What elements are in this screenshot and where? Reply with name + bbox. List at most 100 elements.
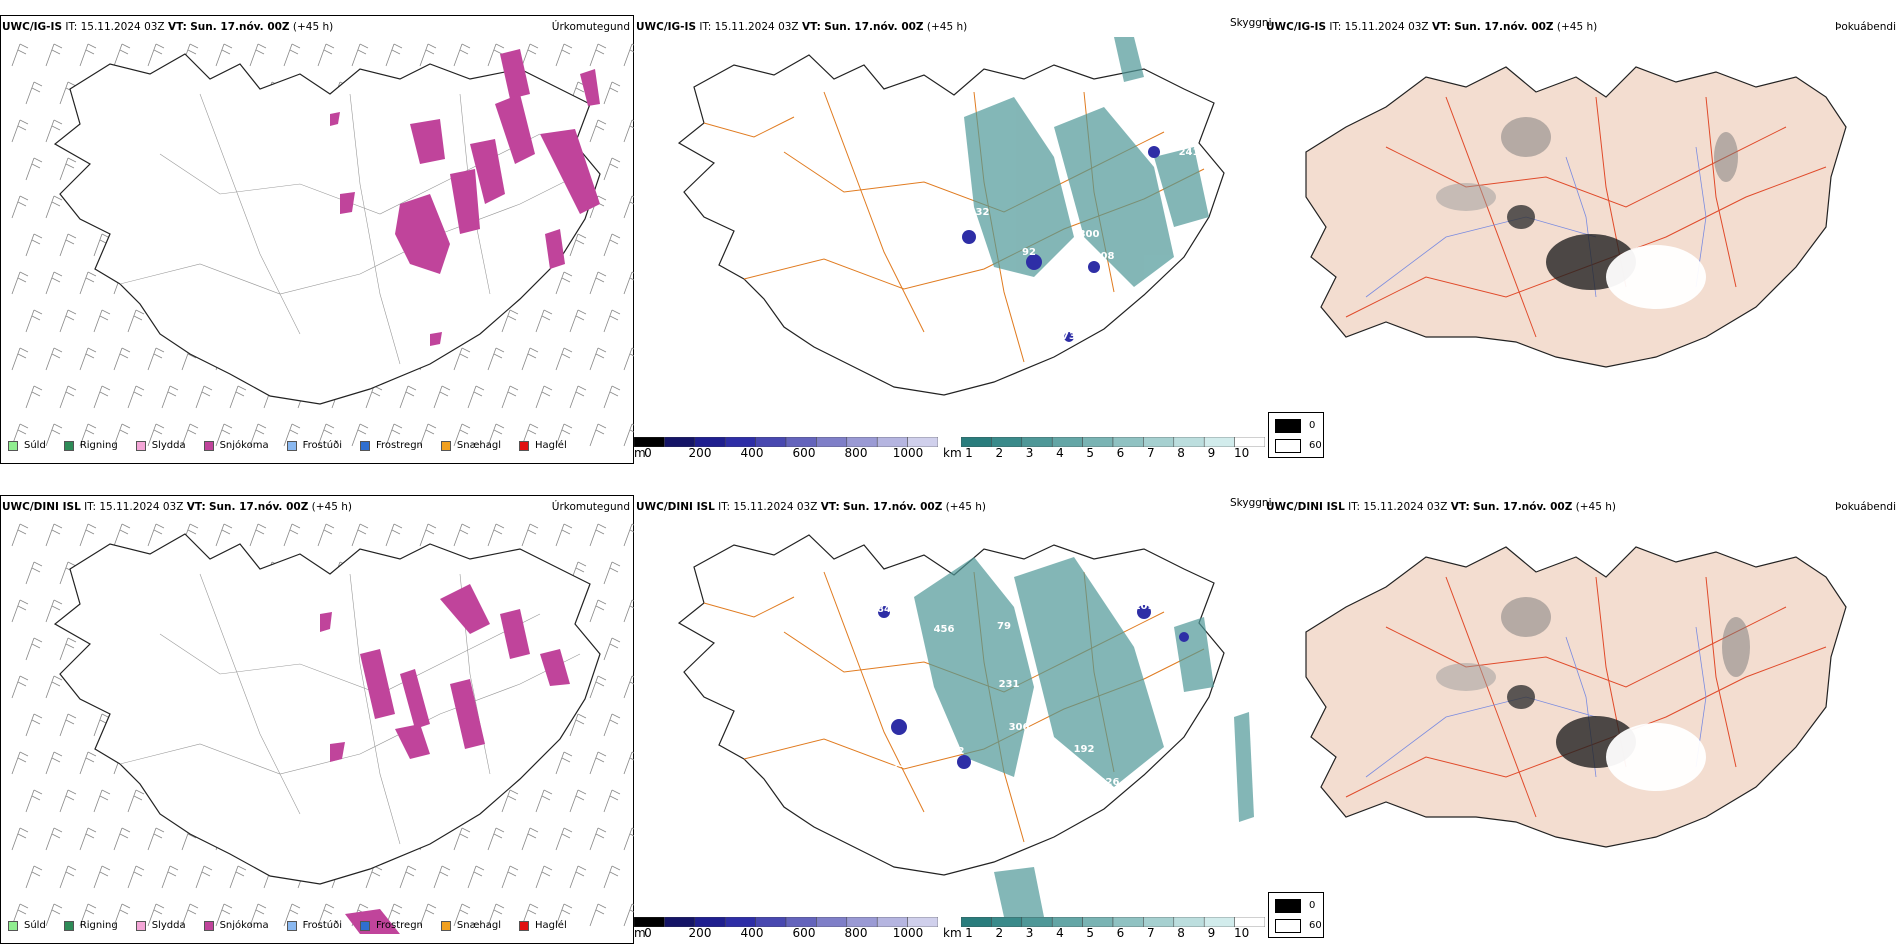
wind-barb bbox=[59, 789, 77, 813]
wind-barb bbox=[521, 347, 539, 371]
wind-barb bbox=[161, 385, 179, 409]
wind-barb bbox=[603, 789, 621, 813]
wind-barb bbox=[113, 347, 131, 371]
wind-barb bbox=[555, 423, 573, 447]
vt-value: Sun. 17.nóv. 00Z bbox=[1473, 501, 1573, 513]
colorbar-tick-label: 1000 bbox=[892, 926, 924, 940]
wind-barb bbox=[79, 271, 97, 295]
wind-barb bbox=[555, 827, 573, 851]
wind-barb bbox=[487, 903, 505, 927]
wind-barb bbox=[113, 827, 131, 851]
lead-time: (+45 h) bbox=[1575, 501, 1617, 513]
fog-panel-top: UWC/IG-IS IT: 15.11.2024 03Z VT: Sun. 17… bbox=[1266, 12, 1900, 464]
wind-barb bbox=[249, 523, 267, 547]
wind-barb bbox=[521, 43, 539, 67]
wind-barb bbox=[487, 523, 505, 547]
wind-barb bbox=[93, 865, 111, 889]
wind-barb bbox=[113, 523, 131, 547]
precip-legend-label: Súld bbox=[24, 440, 46, 451]
fog-areas bbox=[1436, 117, 1738, 309]
field-name: Skyggni bbox=[1230, 17, 1272, 29]
colorbar-tick-label: 1000 bbox=[892, 446, 924, 460]
cloud-base-labels: 58 204 132 104 164 92 300 208 271 241 73 bbox=[879, 134, 1200, 342]
map-header: UWC/IG-IS IT: 15.11.2024 03Z VT: Sun. 17… bbox=[2, 21, 333, 34]
precip-legend-item: Frostregn bbox=[360, 440, 423, 451]
cloud-base-label: 104 bbox=[924, 239, 945, 250]
wind-barb bbox=[249, 43, 267, 67]
precip-legend-item: Frostúði bbox=[286, 920, 342, 931]
wind-barb bbox=[45, 347, 63, 371]
wind-barb bbox=[521, 827, 539, 851]
wind-barb bbox=[623, 119, 634, 143]
colorbar-tick-label: 400 bbox=[740, 926, 764, 940]
wind-barb bbox=[11, 271, 29, 295]
precip-legend-label: Slydda bbox=[151, 440, 186, 451]
wind-barb bbox=[623, 195, 634, 219]
cloud-base-unit: m bbox=[634, 446, 646, 460]
wind-barb bbox=[181, 903, 199, 927]
wind-barb bbox=[147, 347, 165, 371]
colorbar-tick-label: 4 bbox=[1056, 446, 1064, 460]
cloud-base-label: 222 bbox=[944, 746, 965, 757]
cloud-base-label: 191 bbox=[984, 771, 1005, 782]
wind-barb bbox=[419, 423, 437, 447]
wind-barb bbox=[113, 43, 131, 67]
fog-legend-swatch-60 bbox=[1275, 919, 1301, 933]
wind-barb bbox=[161, 865, 179, 889]
cloud-base-label: 84 bbox=[877, 604, 891, 615]
precip-legend-swatch bbox=[135, 440, 146, 451]
wind-barb bbox=[45, 195, 63, 219]
wind-barb bbox=[59, 713, 77, 737]
colorbar-segment bbox=[816, 917, 848, 927]
cloud-base-label: 108 bbox=[1044, 771, 1065, 782]
wind-barb bbox=[535, 309, 553, 333]
wind-barb bbox=[11, 43, 29, 67]
precip-legend-item: Súld bbox=[8, 440, 46, 451]
wind-barb bbox=[589, 751, 607, 775]
vt-label: VT: bbox=[820, 501, 840, 513]
precip-legend-label: Snæhagl bbox=[456, 440, 502, 451]
low-cloud-patches bbox=[878, 605, 1189, 769]
wind-barb bbox=[433, 385, 451, 409]
wind-barb bbox=[589, 43, 607, 67]
cloud-map: 58 204 132 104 164 92 300 208 271 241 73 bbox=[677, 37, 1225, 396]
wind-barb bbox=[25, 789, 43, 813]
wind-barb bbox=[569, 789, 587, 813]
visibility-colorbar bbox=[961, 437, 1265, 447]
precip-legend-item: Frostregn bbox=[360, 920, 423, 931]
wind-barb bbox=[555, 271, 573, 295]
wind-barb bbox=[215, 423, 233, 447]
colorbar-tick-label: 9 bbox=[1207, 926, 1216, 940]
it-label: IT: bbox=[65, 21, 78, 33]
model-name: UWC/DINI ISL bbox=[636, 501, 715, 513]
wind-barb bbox=[283, 903, 301, 927]
wind-barb bbox=[419, 43, 437, 67]
wind-barb bbox=[589, 903, 607, 927]
wind-barb bbox=[59, 233, 77, 257]
colorbar-tick-label: 1 bbox=[965, 926, 973, 940]
wind-barb bbox=[127, 385, 145, 409]
cloud-map: 84 85 456 18 79 231 306 222 95 191 108 192 226 109 bbox=[677, 534, 1254, 917]
wind-barb bbox=[453, 523, 471, 547]
wind-barb bbox=[11, 195, 29, 219]
colorbar-tick-label: 2 bbox=[995, 926, 1004, 940]
fog-legend-label-0: 0 bbox=[1309, 900, 1316, 911]
precip-legend-label: Frostregn bbox=[376, 440, 423, 451]
colorbar-tick-label: 6 bbox=[1116, 926, 1125, 940]
wind-barb bbox=[385, 423, 403, 447]
precip-legend-swatch bbox=[519, 920, 530, 931]
wind-barb bbox=[385, 43, 403, 67]
cloud-base-label: 164 bbox=[964, 246, 985, 257]
wind-barb bbox=[79, 827, 97, 851]
wind-barb bbox=[589, 347, 607, 371]
wind-barb bbox=[589, 423, 607, 447]
map-header: UWC/IG-IS IT: 15.11.2024 03Z VT: Sun. 17… bbox=[636, 21, 967, 34]
map-header: UWC/DINI ISL IT: 15.11.2024 03Z VT: Sun.… bbox=[2, 501, 352, 514]
wind-barb bbox=[25, 865, 43, 889]
iceland-outline bbox=[53, 533, 601, 885]
colorbar-tick-label: 6 bbox=[1116, 446, 1125, 460]
wind-barb bbox=[535, 789, 553, 813]
vt-value: Sun. 17.nóv. 00Z bbox=[209, 501, 309, 513]
cloud-base-label: 456 bbox=[934, 624, 955, 635]
wind-barb bbox=[215, 523, 233, 547]
